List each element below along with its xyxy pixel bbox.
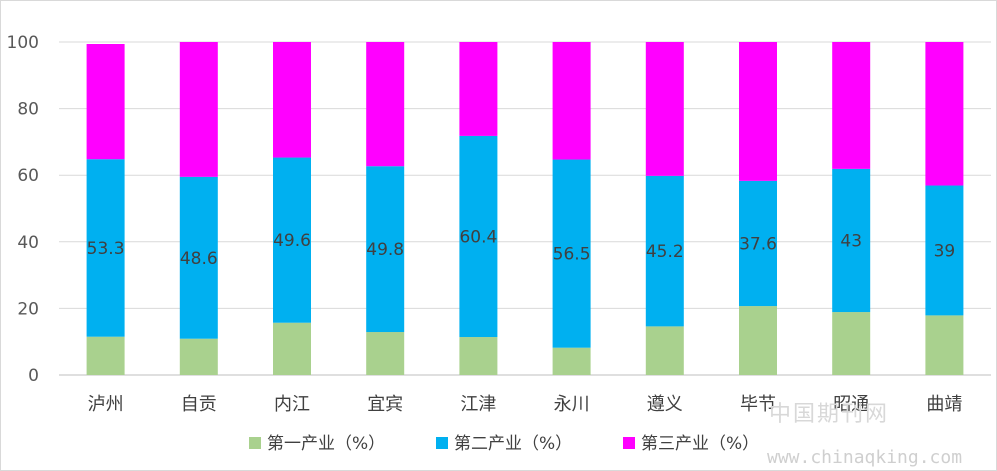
bar-segment — [925, 42, 964, 186]
bar-segment — [552, 42, 591, 160]
bar-segment — [645, 42, 684, 176]
legend-label: 第一产业（%） — [267, 434, 385, 454]
watermark: 中国期刊网 www.chinaqking.com — [767, 402, 962, 468]
data-labels: 53.3 48.6 49.6 49.8 60.4 56.5 45.2 37.6 43 39 — [87, 227, 956, 268]
bar-segment — [86, 336, 125, 375]
bar-segment — [179, 42, 218, 177]
bar-segment — [459, 337, 498, 375]
x-tick-label: 内江 — [274, 394, 310, 415]
y-tick-label: 60 — [17, 166, 39, 186]
y-tick-label: 80 — [17, 100, 39, 120]
data-label: 49.8 — [366, 240, 404, 260]
legend-swatch — [623, 437, 635, 449]
bar-segment — [739, 306, 777, 375]
bar-segment — [645, 175, 684, 327]
bar-segment — [925, 315, 964, 375]
watermark-line1: 中国期刊网 — [769, 402, 889, 427]
x-tick-label: 泸州 — [88, 394, 124, 415]
bar-segment — [459, 135, 498, 338]
data-label: 37.6 — [739, 234, 777, 254]
data-label: 43 — [840, 231, 862, 251]
legend-label: 第二产业（%） — [454, 434, 572, 454]
bar-segment — [739, 42, 777, 181]
legend-swatch — [436, 437, 448, 449]
legend-label: 第三产业（%） — [641, 434, 759, 454]
x-tick-label: 宜宾 — [367, 394, 403, 415]
legend: 第一产业（%） 第二产业（%） 第三产业（%） — [249, 434, 759, 454]
legend-swatch — [249, 437, 261, 449]
bar-segment — [179, 338, 218, 375]
y-tick-label: 100 — [7, 33, 39, 53]
data-label: 39 — [934, 241, 956, 261]
y-tick-label: 20 — [17, 299, 39, 319]
watermark-line2: www.chinaqking.com — [767, 447, 962, 468]
data-label: 49.6 — [273, 231, 311, 251]
x-tick-label: 曲靖 — [926, 394, 962, 415]
bar-segment — [925, 185, 964, 316]
bar-segment — [832, 312, 871, 375]
y-tick-label: 0 — [28, 366, 39, 386]
x-tick-label: 永川 — [554, 394, 590, 415]
bar-segment — [366, 166, 405, 333]
data-label: 60.4 — [459, 227, 497, 247]
bar-segment — [552, 347, 591, 375]
bar-segment — [832, 42, 871, 169]
bar-segment — [366, 42, 405, 167]
bar-segment — [86, 43, 125, 160]
bars — [86, 42, 964, 375]
x-tick-label: 昭通 — [833, 394, 869, 415]
bar-segment — [459, 42, 498, 136]
bar-segment — [273, 42, 311, 158]
x-tick-label: 自贡 — [181, 394, 217, 415]
y-axis-ticks: 0 20 40 60 80 100 — [7, 33, 39, 386]
data-label: 53.3 — [87, 239, 125, 259]
x-tick-label: 毕节 — [740, 394, 776, 415]
data-label: 56.5 — [553, 245, 591, 265]
bar-segment — [739, 180, 777, 307]
x-tick-label: 江津 — [460, 394, 496, 415]
data-label: 45.2 — [646, 242, 684, 262]
data-label: 48.6 — [180, 249, 218, 269]
y-tick-label: 40 — [17, 233, 39, 253]
bar-segment — [645, 326, 684, 375]
bar-segment — [366, 332, 405, 375]
bar-segment — [273, 157, 311, 323]
bar-segment — [179, 176, 218, 339]
bar-segment — [832, 168, 871, 313]
bar-segment — [86, 159, 125, 337]
bar-segment — [273, 322, 311, 375]
x-axis-ticks: 泸州 自贡 内江 宜宾 江津 永川 遵义 毕节 昭通 曲靖 — [88, 394, 963, 415]
bar-segment — [552, 159, 591, 348]
x-tick-label: 遵义 — [647, 394, 683, 415]
